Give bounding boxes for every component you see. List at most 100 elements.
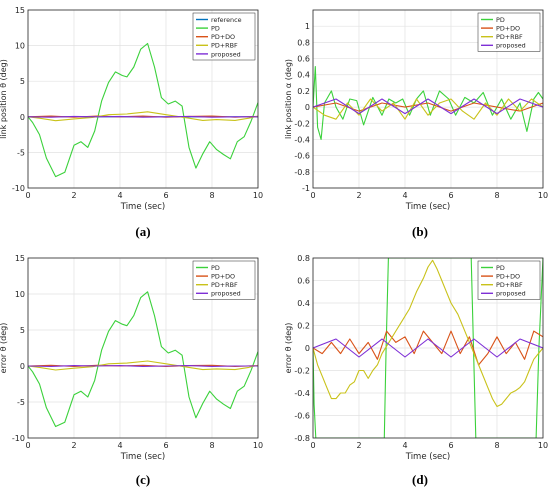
chart-a: 0 2 4 6 8 10 -10 -5 0 5 10 15 Time (sec) link positio… (0, 6, 263, 212)
y-tick-label: 15 (15, 254, 25, 263)
y-axis-label: link position θ (deg) (0, 59, 8, 139)
y-tick-label: -0.2 (294, 367, 310, 376)
y-tick-label: -1 (302, 184, 310, 193)
y-tick-label: 0 (20, 113, 25, 122)
x-tick-label: 6 (448, 441, 453, 450)
y-tick-label: -5 (17, 398, 25, 407)
x-tick-label: 6 (163, 441, 168, 450)
axes-box (312, 9, 544, 189)
series-line-proposed (313, 338, 543, 358)
y-tick-label: -0.4 (294, 135, 310, 144)
legend-label: proposed (496, 290, 526, 298)
legend-label: PD (211, 25, 220, 33)
x-tick-label: 2 (356, 191, 361, 200)
x-tick-label: 2 (356, 441, 361, 450)
caption-a: (a) (135, 224, 150, 239)
axes-box (27, 257, 259, 439)
x-tick-label: 0 (25, 191, 30, 200)
legend-label: proposed (496, 42, 526, 50)
legend-label: PD+DO (211, 273, 235, 281)
series-line-pd (28, 42, 258, 178)
x-axis-label: Time (sec) (405, 452, 450, 462)
y-tick-label: 0 (20, 362, 25, 371)
x-tick-label: 10 (253, 191, 263, 200)
x-tick-label: 2 (71, 441, 76, 450)
chart-d: 0 2 4 6 8 10 -0.8 -0.6 -0.4 -0.2 0 0.2 0.4 0.6 0.8 Time… (284, 254, 548, 462)
series-line-proposed (28, 365, 258, 367)
y-tick-label: 0.2 (297, 322, 310, 331)
y-axis-label: error θ (deg) (284, 323, 293, 374)
y-tick-label: 0.4 (297, 71, 310, 80)
x-tick-label: 10 (253, 441, 263, 450)
y-tick-label: 0.6 (297, 55, 310, 64)
y-tick-label: 5 (20, 326, 25, 335)
legend-label: PD (496, 16, 505, 24)
series-line-pd-rbf (28, 111, 258, 122)
legend-label: PD+RBF (211, 281, 238, 289)
legend-label: proposed (211, 50, 241, 58)
x-tick-label: 8 (209, 191, 214, 200)
x-tick-label: 0 (310, 191, 315, 200)
series-line-proposed (28, 115, 258, 118)
x-tick-label: 6 (448, 191, 453, 200)
caption-c: (c) (136, 472, 150, 487)
series-line-pd-rbf (28, 360, 258, 371)
axes-box (312, 257, 544, 439)
x-tick-label: 8 (494, 441, 499, 450)
x-tick-label: 4 (402, 191, 407, 200)
x-axis-label: Time (sec) (120, 202, 165, 212)
y-tick-label: 10 (15, 42, 25, 51)
y-tick-label: -0.8 (294, 434, 310, 443)
y-tick-label: -5 (17, 148, 25, 157)
y-tick-label: -0.6 (294, 412, 310, 421)
series-line-proposed (313, 98, 543, 115)
y-tick-label: 0.2 (297, 87, 310, 96)
y-tick-label: 0.4 (297, 299, 310, 308)
x-tick-label: 0 (310, 441, 315, 450)
y-tick-label: 0 (305, 344, 310, 353)
x-tick-label: 4 (117, 191, 122, 200)
y-tick-label: -0.4 (294, 389, 310, 398)
x-tick-label: 10 (538, 441, 548, 450)
x-tick-label: 4 (117, 441, 122, 450)
y-tick-label: 5 (20, 77, 25, 86)
legend-label: PD+RBF (496, 33, 523, 41)
caption-b: (b) (412, 224, 428, 239)
y-tick-label: -0.2 (294, 119, 310, 128)
y-tick-label: -0.8 (294, 168, 310, 177)
legend-label: PD (211, 264, 220, 272)
x-tick-label: 6 (163, 191, 168, 200)
chart-b: 0 2 4 6 8 10 -1 -0.8 -0.6 -0.4 -0.2 0 0.2 0.4 0.6 0.8 1 T… (284, 9, 548, 212)
y-tick-label: 0.8 (297, 254, 310, 263)
legend-label: reference (211, 16, 242, 24)
legend-label: PD+DO (211, 33, 235, 41)
caption-d: (d) (412, 472, 428, 487)
x-tick-label: 0 (25, 441, 30, 450)
y-tick-label: 15 (15, 6, 25, 15)
x-tick-label: 2 (71, 191, 76, 200)
x-axis-label: Time (sec) (120, 452, 165, 462)
legend-label: PD (496, 264, 505, 272)
series-line-pd (28, 291, 258, 428)
y-tick-label: 0.6 (297, 277, 310, 286)
y-tick-label: 1 (305, 22, 310, 31)
y-axis-label: link position α (deg) (284, 59, 293, 139)
legend-label: PD+RBF (496, 281, 523, 289)
x-tick-label: 8 (494, 191, 499, 200)
series-line-pd-rbf (313, 259, 543, 408)
x-tick-label: 8 (209, 441, 214, 450)
y-axis-label: error θ (deg) (0, 323, 8, 374)
legend-label: PD+DO (496, 273, 520, 281)
legend-label: proposed (211, 290, 241, 298)
x-tick-label: 4 (402, 441, 407, 450)
series-line-pd-rbf (313, 98, 543, 120)
legend-label: PD+DO (496, 25, 520, 33)
y-tick-label: -0.6 (294, 152, 310, 161)
y-tick-label: 0 (305, 103, 310, 112)
y-tick-label: 10 (15, 290, 25, 299)
